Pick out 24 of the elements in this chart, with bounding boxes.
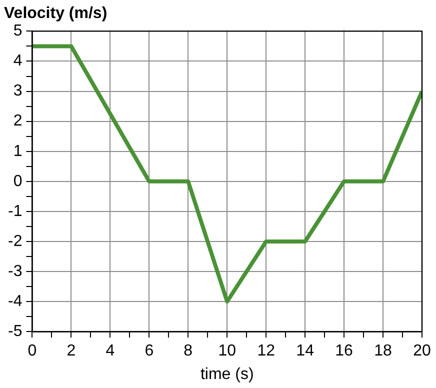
x-tick-label: 10 xyxy=(218,342,236,360)
y-tick-label: -1 xyxy=(8,202,22,220)
x-tick-label: 2 xyxy=(66,342,76,360)
y-tick-label: 1 xyxy=(13,142,22,160)
y-tick-label: 3 xyxy=(13,82,22,100)
x-axis-title: time (s) xyxy=(200,366,254,383)
y-tick-label: -2 xyxy=(8,232,22,250)
x-tick-label: 20 xyxy=(413,342,431,360)
x-tick-label: 18 xyxy=(374,342,392,360)
x-tick-label: 14 xyxy=(296,342,314,360)
y-axis-title: Velocity (m/s) xyxy=(4,5,108,22)
y-tick-label: 2 xyxy=(13,112,22,130)
x-tick-label: 8 xyxy=(184,342,193,360)
y-tick-label: 5 xyxy=(13,22,22,40)
y-tick-label: 0 xyxy=(13,172,22,190)
x-tick-label: 4 xyxy=(106,342,115,360)
x-tick-label: 16 xyxy=(335,342,354,360)
x-tick-label: 0 xyxy=(28,342,37,360)
y-tick-label: 4 xyxy=(13,52,22,70)
y-tick-label: -5 xyxy=(8,323,22,340)
x-tick-label: 12 xyxy=(257,342,276,360)
y-tick-label: -3 xyxy=(8,262,22,280)
x-tick-label: 6 xyxy=(144,342,154,360)
y-tick-label: -4 xyxy=(8,292,22,310)
